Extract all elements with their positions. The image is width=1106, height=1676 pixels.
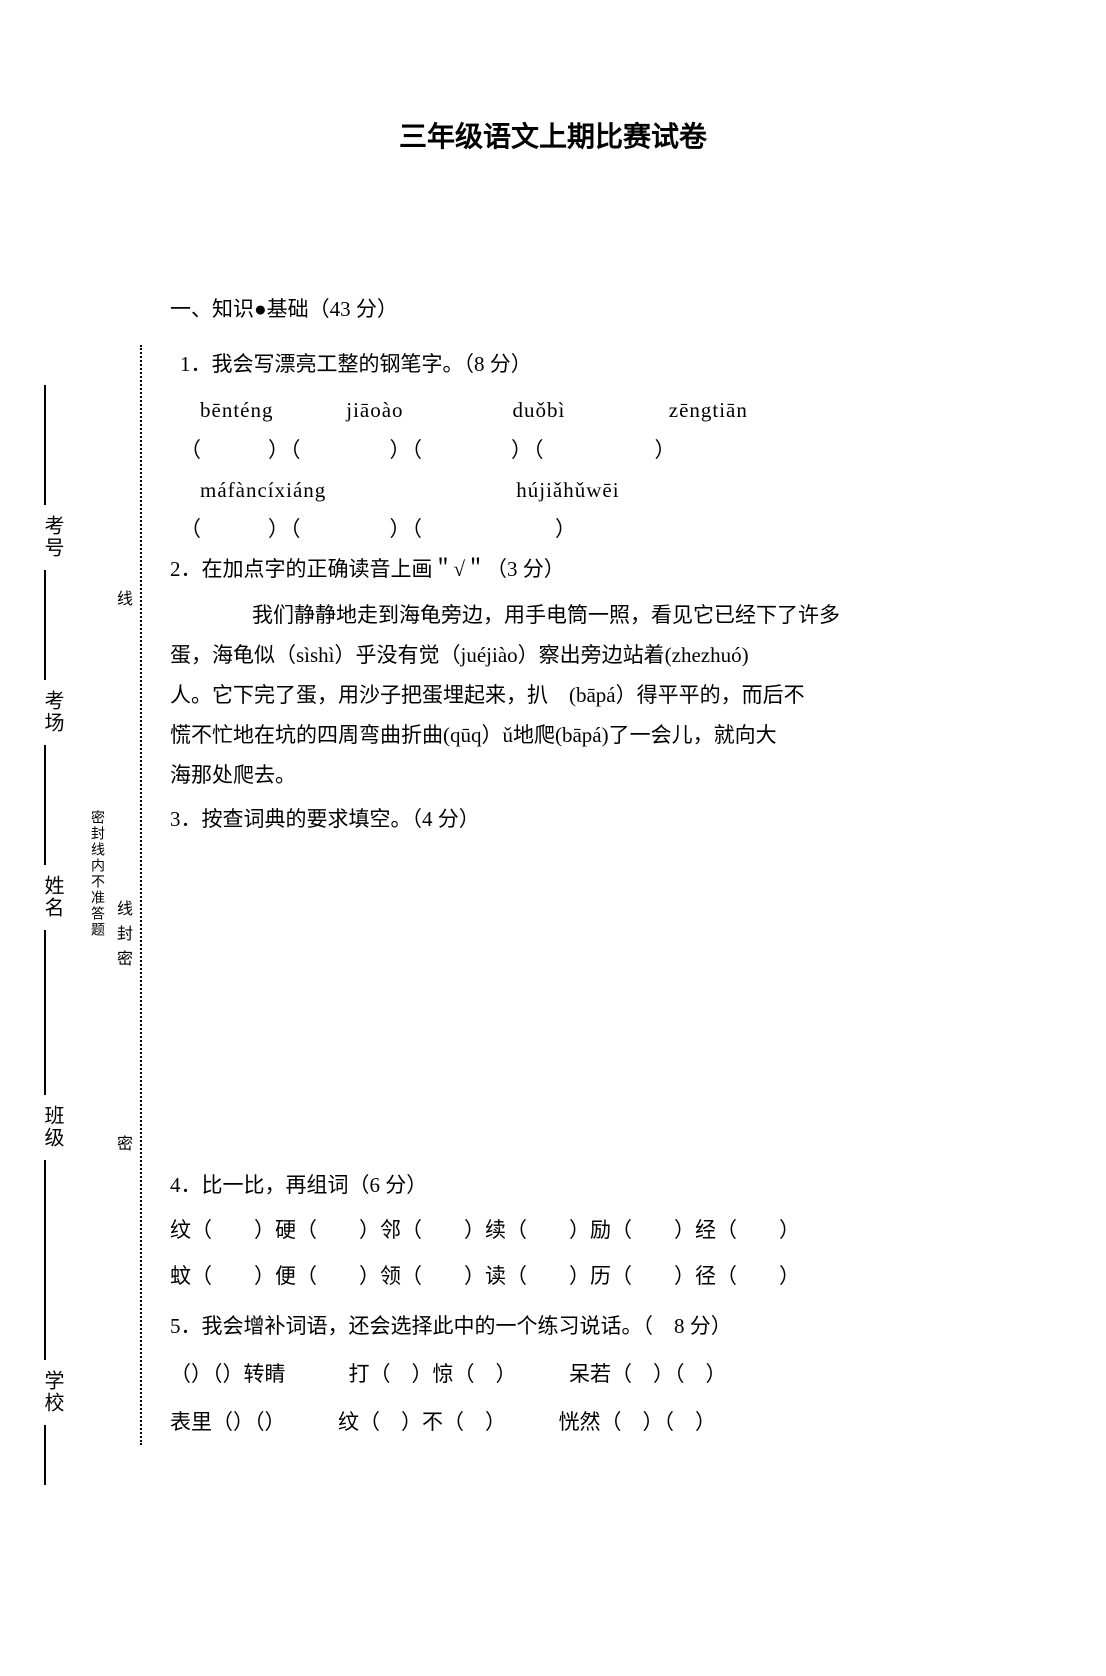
q2-line2: 蛋，海龟似（sìshì）乎没有觉（juéjiào）察出旁边站着(zhezhuó) — [170, 636, 1050, 676]
q2-label: 2．在加点字的正确读音上画＂√＂（3 分） — [170, 550, 1050, 590]
q5-label: 5．我会增补词语，还会选择此中的一个练习说话。（ 8 分） — [170, 1307, 1050, 1347]
label-class: 班级 — [38, 1105, 67, 1149]
q5-row2: 表里（）（） 纹（ ）不（ ） 恍然（ ）（ ） — [170, 1403, 1050, 1443]
q1-label: 1．我会写漂亮工整的钢笔字。（8 分） — [180, 345, 1050, 385]
q1-blanks-row1: （ ）（ ）（ ）（ ） — [180, 431, 1050, 471]
label-exam-room: 考场 — [38, 690, 67, 734]
label-name: 姓名 — [38, 875, 67, 919]
binding-margin: 考号 考场 姓名 班级 学校 线 密封线内不准答题 线 封 密 密 — [0, 345, 150, 1445]
label-exam-number: 考号 — [38, 515, 67, 559]
seal-outer-b: 封 — [110, 925, 134, 944]
content-area: 一、知识●基础（43 分） 1．我会写漂亮工整的钢笔字。（8 分） bēntén… — [170, 280, 1050, 1443]
q4-label: 4．比一比，再组词（6 分） — [170, 1166, 1050, 1206]
seal-outer-c: 线 — [110, 900, 134, 919]
q2-line3: 人。它下完了蛋，用沙子把蛋埋起来，扒 (bāpá）得平平的，而后不 — [170, 676, 1050, 716]
q1-pinyin-6: hújiǎhǔwēi — [516, 471, 619, 511]
q2-line1: 我们静静地走到海龟旁边，用手电筒一照，看见它已经下了许多 — [210, 596, 1050, 636]
margin-line-seg4 — [44, 930, 46, 1095]
dotted-fold-line — [140, 345, 142, 1445]
q2-line4: 慌不忙地在坑的四周弯曲折曲(qūq）ǔ地爬(bāpá)了一会儿，就向大 — [170, 716, 1050, 756]
margin-word-line: 线 — [110, 590, 134, 609]
seal-outer-a2: 密 — [110, 1135, 134, 1154]
q1-pinyin-row1: bēnténg jiāoào duǒbì zēngtiān — [200, 391, 1050, 431]
margin-line-seg3 — [44, 745, 46, 865]
q4-row2: 蚊（ ）便（ ）领（ ）读（ ）历（ ）径（ ） — [170, 1257, 1050, 1297]
section1-heading: 一、知识●基础（43 分） — [170, 290, 1050, 330]
seal-outer-a1: 密 — [110, 950, 134, 969]
q3-label: 3．按查词典的要求填空。（4 分） — [170, 800, 1050, 840]
margin-line-seg5 — [44, 1160, 46, 1360]
label-school: 学校 — [38, 1370, 67, 1414]
page: 三年级语文上期比赛试卷 一、知识●基础（43 分） 1．我会写漂亮工整的钢笔字。… — [0, 115, 1106, 1676]
q4-row1: 纹（ ）硬（ ）邻（ ）续（ ）励（ ）经（ ） — [170, 1211, 1050, 1251]
q2-line5: 海那处爬去。 — [170, 756, 1050, 796]
q1-pinyin-5: máfàncíxiáng — [200, 471, 510, 511]
q3-blank-space — [170, 846, 1050, 1166]
margin-line-seg1 — [44, 385, 46, 505]
margin-line-seg6 — [44, 1425, 46, 1485]
q1-pinyin-row2: máfàncíxiáng hújiǎhǔwēi — [200, 471, 1050, 511]
q1-pinyin-4: zēngtiān — [669, 391, 748, 431]
q1-pinyin-1: bēnténg — [200, 391, 340, 431]
q1-pinyin-2: jiāoào — [346, 391, 506, 431]
q1-pinyin-3: duǒbì — [513, 391, 663, 431]
seal-inner-text: 密封线内不准答题 — [86, 810, 106, 938]
exam-title: 三年级语文上期比赛试卷 — [0, 115, 1106, 155]
margin-line-seg2 — [44, 570, 46, 680]
q5-row1: （）（）转睛 打（ ）惊（ ） 呆若（ ）（ ） — [170, 1355, 1050, 1395]
q1-blanks-row2: （ ）（ ）（ ） — [180, 510, 1050, 550]
